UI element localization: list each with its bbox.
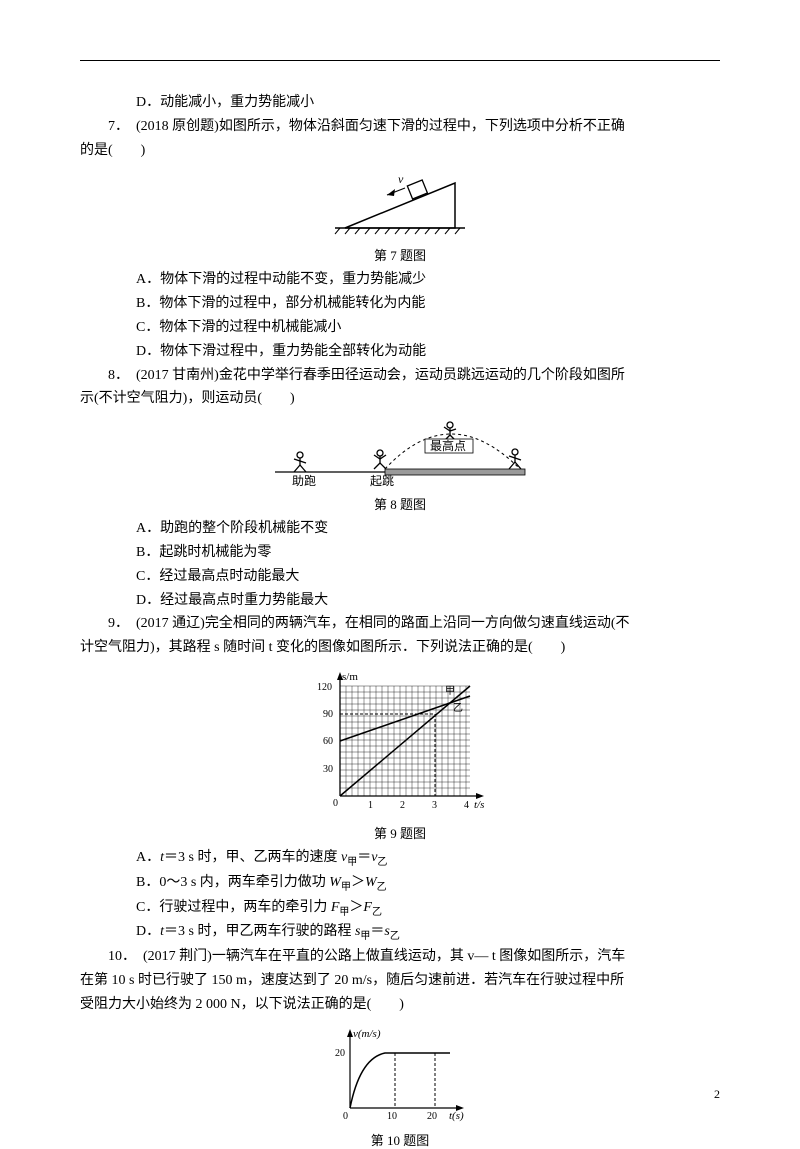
q7-caption: 第 7 题图 xyxy=(80,245,720,264)
q10-caption: 第 10 题图 xyxy=(80,1130,720,1149)
q10-ytick: 20 xyxy=(335,1048,345,1059)
q8-fig-jump-label: 起跳 xyxy=(370,474,394,487)
q8-option-a: A．助跑的整个阶段机械能不变 xyxy=(80,517,720,541)
q7-fig-v-label: v xyxy=(398,172,404,186)
q7-stem-line1: 7． (2018 原创题)如图所示，物体沿斜面匀速下滑的过程中，下列选项中分析不… xyxy=(80,115,720,139)
q9-xt0: 1 xyxy=(368,800,373,811)
q9-stem-line1: 9． (2017 通辽)完全相同的两辆汽车，在相同的路面上沿同一方向做匀速直线运… xyxy=(80,612,720,636)
q9-series-b: 乙 xyxy=(453,702,463,714)
q9-xt3: 4 xyxy=(464,800,469,811)
q10-stem-line1: 10． (2017 荆门)一辆汽车在平直的公路上做直线运动，其 v— t 图像如… xyxy=(80,945,720,969)
q10-ylabel: v(m/s) xyxy=(353,1028,381,1040)
q10-xt1: 20 xyxy=(427,1111,437,1122)
q9-yt3: 30 xyxy=(323,764,333,775)
q8-fig-run-label: 助跑 xyxy=(292,474,316,487)
q9-xt1: 2 xyxy=(400,800,405,811)
q10-xt0: 10 xyxy=(387,1111,397,1122)
q9-stem-line2: 计空气阻力)，其路程 s 随时间 t 变化的图像如图所示．下列说法正确的是( ) xyxy=(80,636,720,660)
q7-stem-line2: 的是( ) xyxy=(80,139,720,163)
q10-stem-line2: 在第 10 s 时已行驶了 150 m，速度达到了 20 m/s，随后匀速前进．… xyxy=(80,969,720,993)
q9-yt0: 120 xyxy=(317,682,332,693)
q9-yt1: 90 xyxy=(323,709,333,720)
q10-figure: v(m/s) 20 0 10 20 t(s) xyxy=(80,1023,720,1128)
q7-option-c: C．物体下滑的过程中机械能减小 xyxy=(80,316,720,340)
q9-option-a: A．t＝3 s 时，甲、乙两车的速度 v甲＝v乙 xyxy=(80,846,720,871)
q9-yt4: 0 xyxy=(333,798,338,809)
q8-fig-top-label: 最高点 xyxy=(430,438,466,453)
q8-stem-line2: 示(不计空气阻力)，则运动员( ) xyxy=(80,387,720,411)
page-number: 2 xyxy=(714,1087,720,1102)
q9-xlabel: t/s xyxy=(474,799,484,811)
svg-text:0: 0 xyxy=(343,1111,348,1122)
q10-xlabel: t(s) xyxy=(449,1110,464,1122)
q8-option-c: C．经过最高点时动能最大 xyxy=(80,565,720,589)
horizontal-rule xyxy=(80,60,720,61)
q9-series-a: 甲 xyxy=(445,686,455,697)
q8-option-b: B．起跳时机械能为零 xyxy=(80,541,720,565)
q9-xt2: 3 xyxy=(432,800,437,811)
q9-yt2: 60 xyxy=(323,736,333,747)
q7-option-b: B．物体下滑的过程中，部分机械能转化为内能 xyxy=(80,292,720,316)
q6-option-d: D．动能减小，重力势能减小 xyxy=(80,91,720,115)
q8-option-d: D．经过最高点时重力势能最大 xyxy=(80,589,720,613)
q9-option-c: C．行驶过程中，两车的牵引力 F甲＞F乙 xyxy=(80,896,720,921)
q9-figure: s/m t/s 120 90 60 30 0 1 2 3 4 甲 乙 xyxy=(80,666,720,821)
q8-stem-line1: 8． (2017 甘南州)金花中学举行春季田径运动会，运动员跳远运动的几个阶段如… xyxy=(80,364,720,388)
q7-option-d: D．物体下滑过程中，重力势能全部转化为动能 xyxy=(80,340,720,364)
q8-figure: 最高点 助跑 起跳 xyxy=(80,417,720,492)
q8-caption: 第 8 题图 xyxy=(80,494,720,513)
q9-ylabel: s/m xyxy=(342,671,358,683)
q7-option-a: A．物体下滑的过程中动能不变，重力势能减少 xyxy=(80,268,720,292)
q9-option-d: D．t＝3 s 时，甲乙两车行驶的路程 s甲＝s乙 xyxy=(80,920,720,945)
q9-caption: 第 9 题图 xyxy=(80,823,720,842)
q7-figure: v xyxy=(80,168,720,243)
q10-stem-line3: 受阻力大小始终为 2 000 N，以下说法正确的是( ) xyxy=(80,993,720,1017)
q9-option-b: B．0～3 s 内，两车牵引力做功 W甲＞W乙 xyxy=(80,871,720,896)
